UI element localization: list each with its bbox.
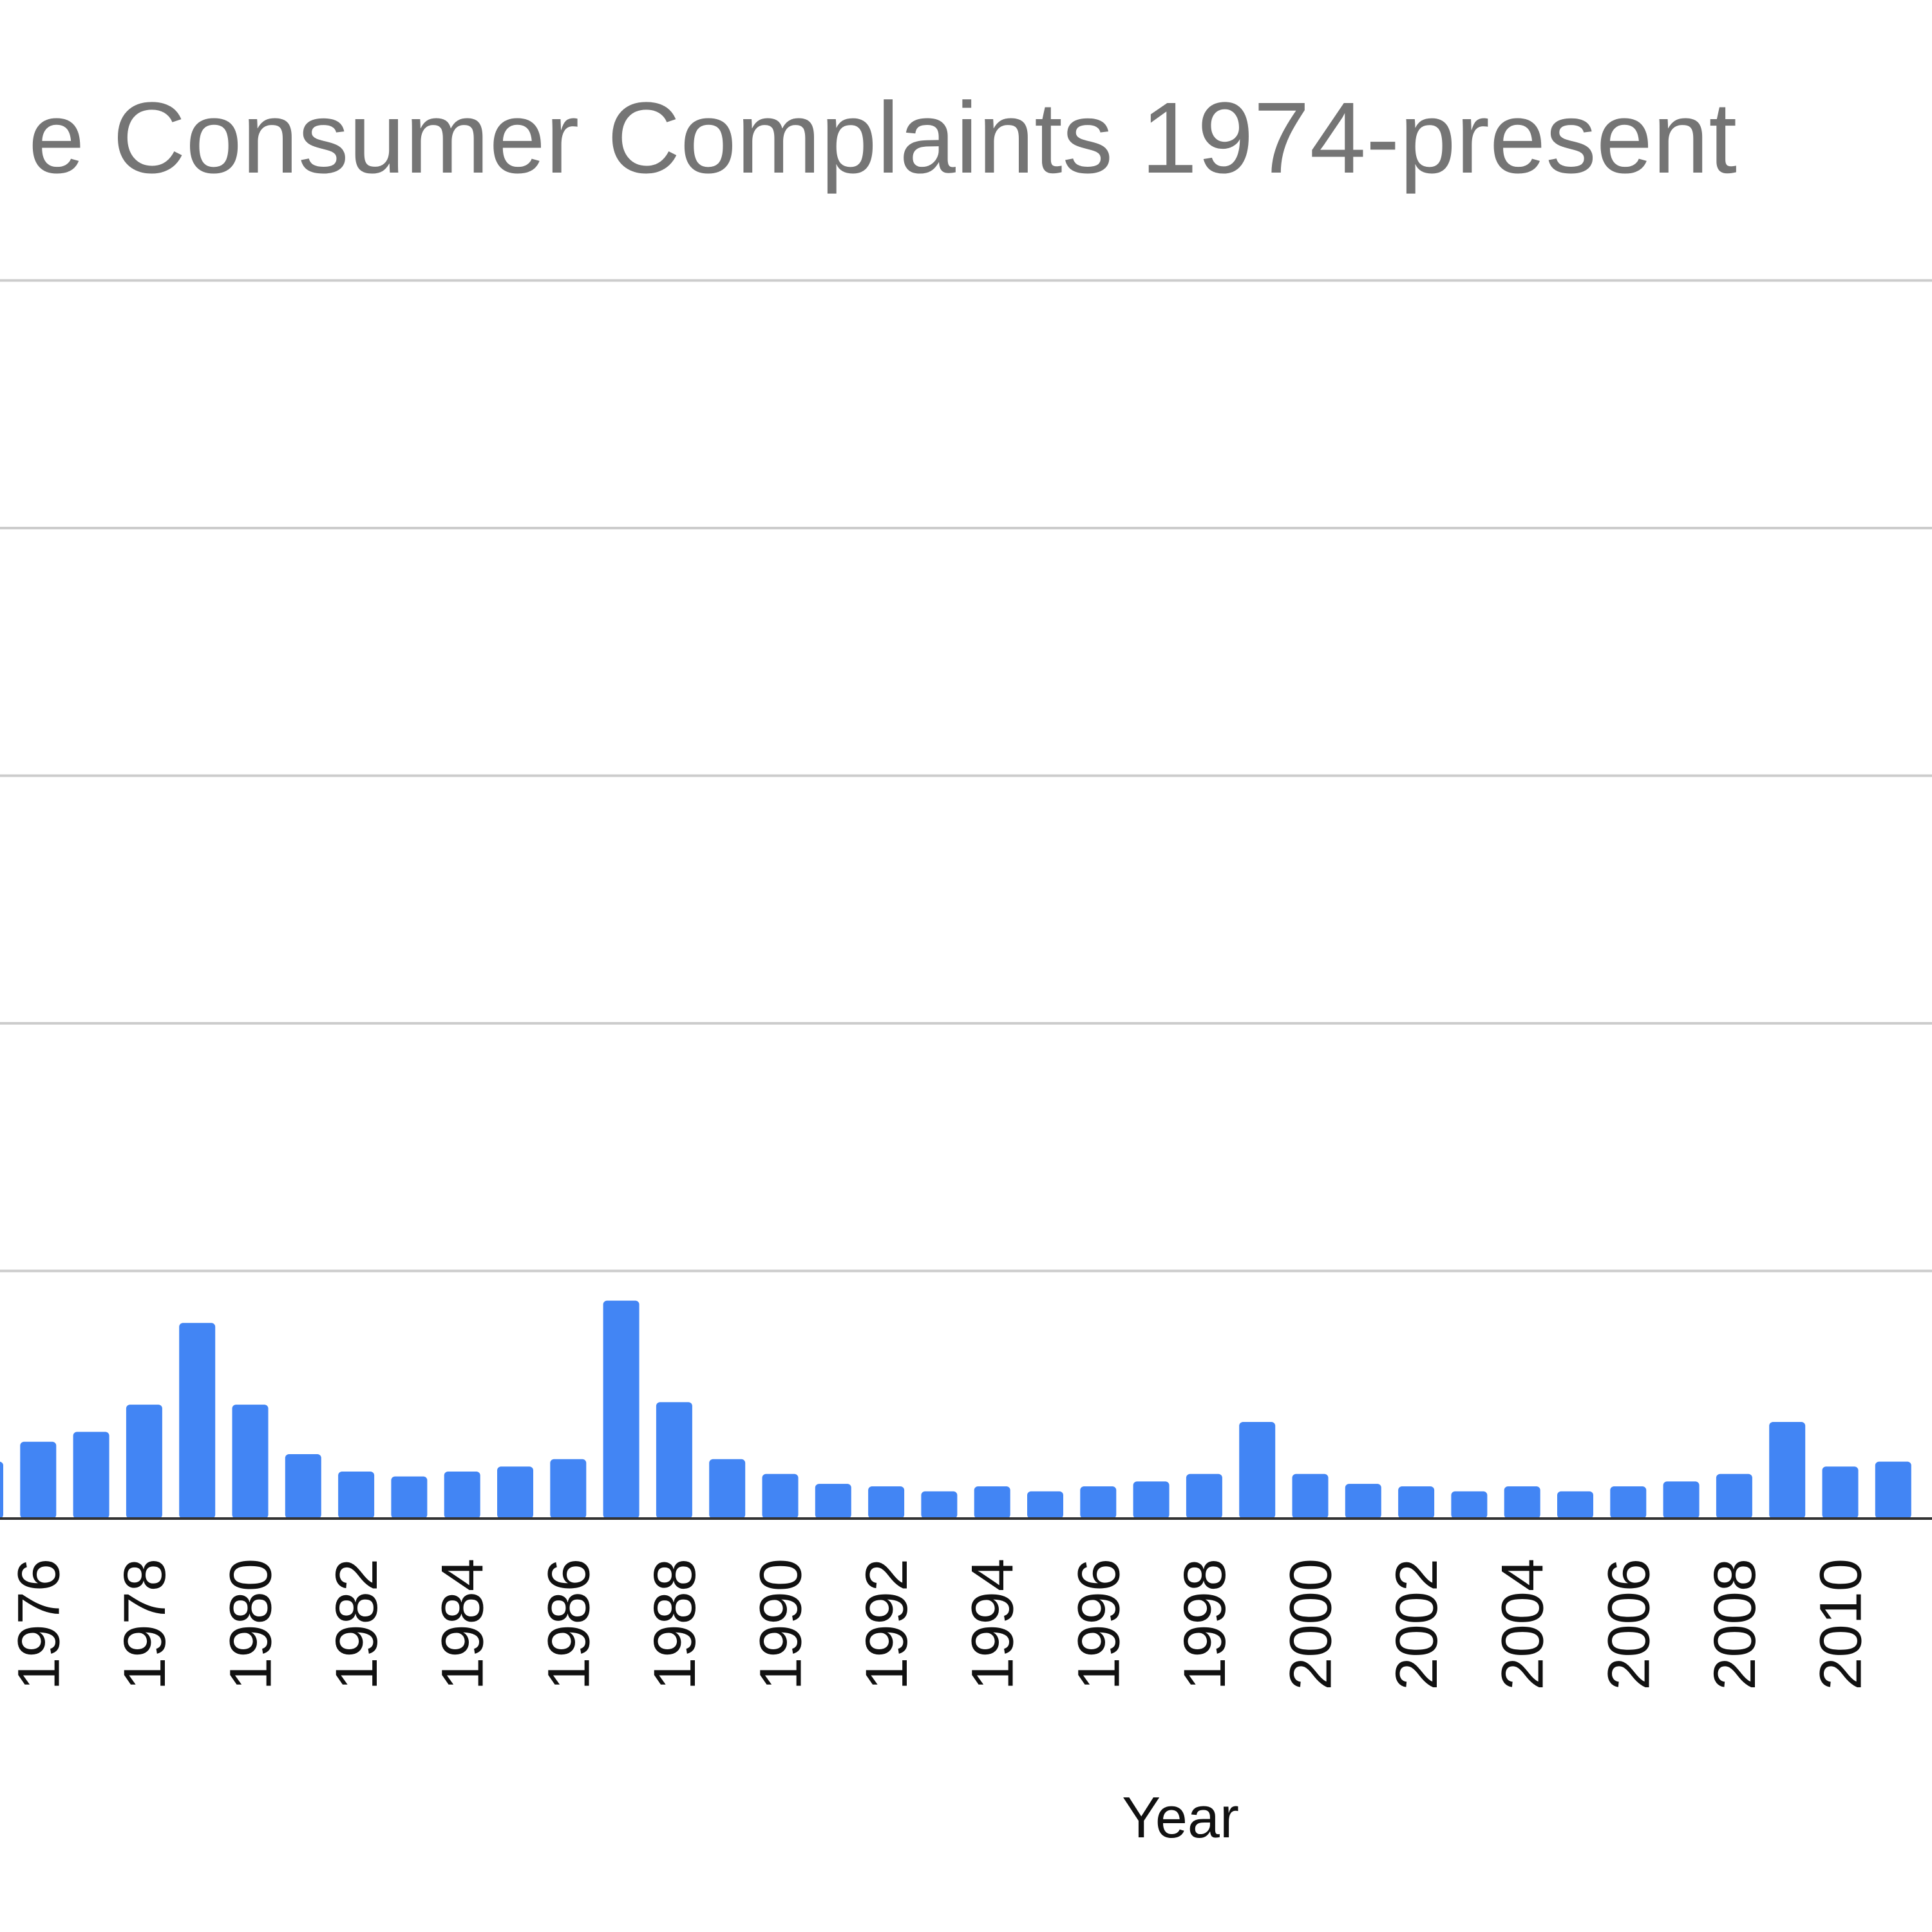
bar-1989 [709,1459,746,1519]
bar-1982 [338,1471,375,1519]
bar-1994 [974,1486,1010,1519]
bar-1976 [20,1441,57,1519]
x-tick-label: 1986 [536,1558,601,1690]
bar-1986 [550,1459,587,1519]
bar-1975 [0,1461,3,1519]
bar-1981 [285,1454,321,1519]
x-tick-label: 2004 [1490,1558,1556,1690]
x-tick-label: 1980 [218,1558,284,1690]
bar-2002 [1398,1486,1435,1519]
x-axis-title: Year [1122,1786,1239,1850]
chart-title: e Consumer Complaints 1974-present [28,82,1737,194]
bar-2005 [1557,1491,1593,1519]
bar-1990 [762,1473,799,1519]
bar-2006 [1610,1486,1647,1519]
bar-1985 [497,1466,533,1519]
x-tick-label: 1998 [1172,1558,1238,1690]
bar-2003 [1451,1491,1488,1519]
bar-2011 [1875,1461,1911,1519]
bar-1991 [815,1484,851,1519]
x-tick-label: 1996 [1066,1558,1132,1690]
bar-1980 [232,1405,269,1519]
bar-2004 [1504,1486,1540,1519]
bar-1998 [1186,1473,1222,1519]
x-tick-label: 1994 [960,1558,1026,1690]
bar-2008 [1716,1473,1752,1519]
bar-1988 [656,1402,692,1519]
x-tick-label: 1978 [112,1558,178,1690]
x-tick-labels: 1976 1978 1980 1982 1984 1986 1988 1990 1992 1994… [6,1558,1873,1690]
bar-1987 [603,1300,639,1519]
gridlines [0,279,1932,1273]
bar-2001 [1345,1484,1381,1519]
bar-1978 [126,1405,162,1519]
bar-1984 [444,1471,480,1519]
bar-1995 [1027,1491,1063,1519]
x-tick-label: 2010 [1808,1558,1874,1690]
bar-1996 [1080,1486,1117,1519]
bar-1983 [391,1476,428,1519]
bar-1979 [179,1323,216,1519]
bar-2000 [1292,1473,1329,1519]
x-tick-label: 2000 [1278,1558,1344,1690]
bar-1977 [73,1432,109,1519]
x-tick-label: 2006 [1596,1558,1662,1690]
bar-1993 [921,1491,958,1519]
x-tick-label: 2008 [1702,1558,1768,1690]
bars [0,1300,1911,1519]
x-tick-label: 1984 [430,1558,496,1690]
x-tick-label: 1988 [642,1558,708,1690]
x-tick-label: 2002 [1384,1558,1450,1690]
x-tick-label: 1992 [854,1558,920,1690]
bar-2010 [1822,1466,1859,1519]
bar-2007 [1663,1481,1700,1519]
x-tick-label: 1976 [6,1558,71,1690]
bar-1992 [868,1486,905,1519]
x-tick-label: 1990 [748,1558,814,1690]
bar-2009 [1769,1422,1806,1519]
x-tick-label: 1982 [324,1558,390,1690]
bar-1999 [1239,1422,1276,1519]
bar-1997 [1133,1481,1170,1519]
